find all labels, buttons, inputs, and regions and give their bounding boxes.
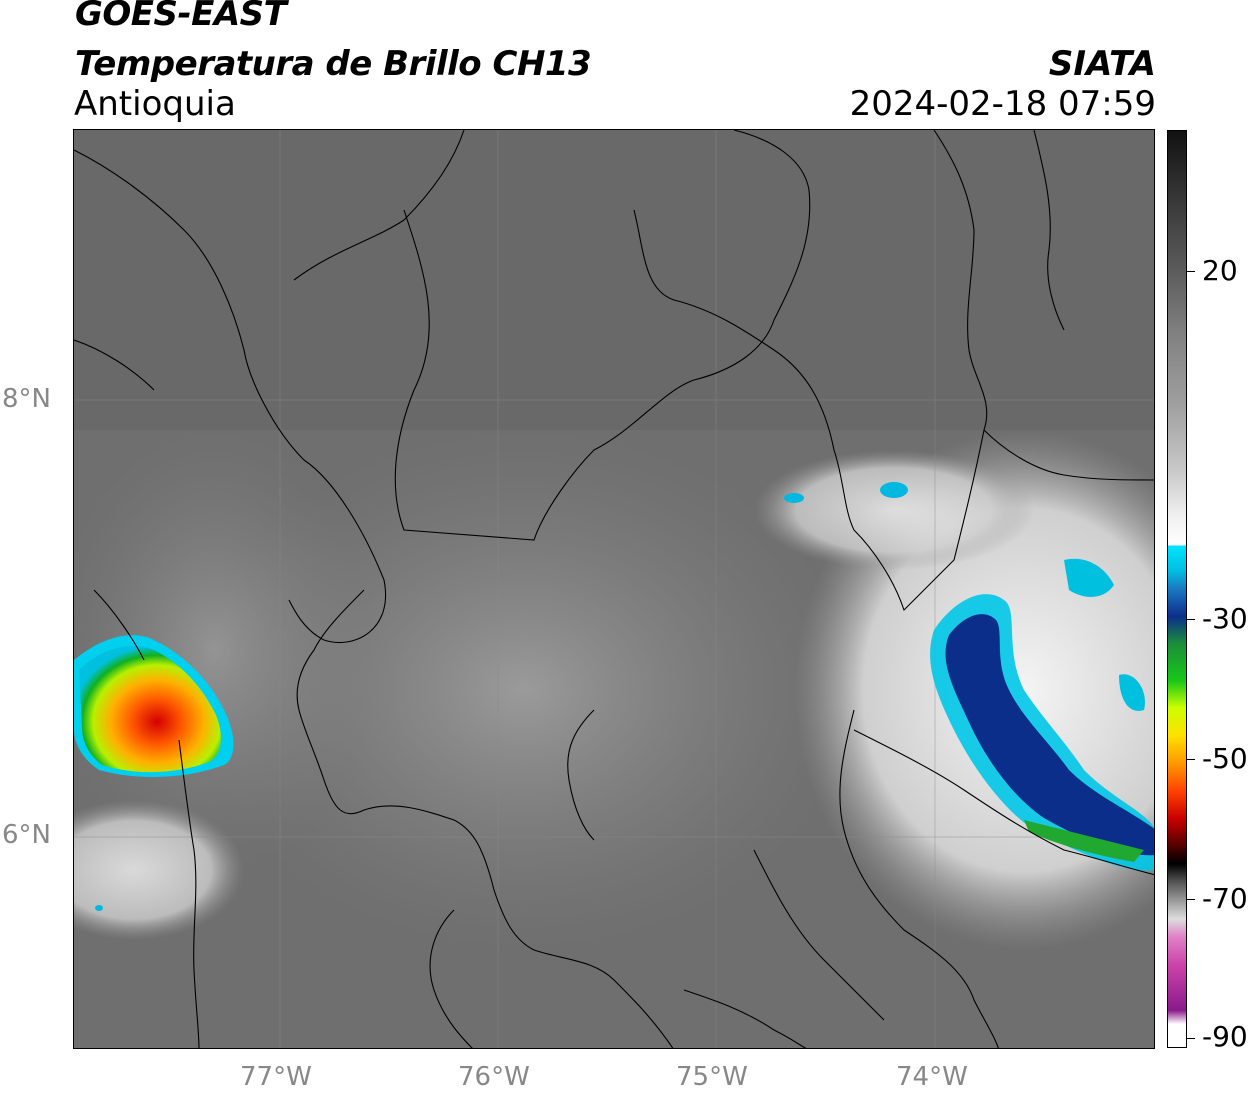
cloud-cell-east-small-2 [1119,674,1145,711]
lon-label-74w: 74°W [896,1062,968,1092]
lat-label-8n: 8°N [2,384,51,414]
cloud-cell-southwest [95,905,103,911]
colorbar-label-minus50: -50 [1202,742,1248,775]
satellite-map [73,129,1155,1049]
colorbar-label-minus90: -90 [1202,1020,1248,1053]
colorbar [1167,130,1187,1048]
colorbar-label-minus70: -70 [1202,882,1248,915]
lon-label-77w: 77°W [240,1062,312,1092]
lon-label-76w: 76°W [458,1062,530,1092]
organization-label: SIATA [1048,44,1156,84]
lat-label-6n: 6°N [2,820,51,850]
map-background-north [74,130,1154,430]
map-canvas [74,130,1154,1048]
datetime-label: 2024-02-18 07:59 [849,84,1156,124]
colorbar-tick-minus90 [1187,1038,1195,1039]
boundaries [74,130,1154,1048]
colorbar-tick-minus30 [1187,619,1195,620]
graticule [74,130,1154,1048]
cloud-bright-southwest [74,800,244,940]
region-label: Antioquia [74,84,236,124]
convective-band-east-green [1024,820,1144,862]
lon-label-75w: 75°W [676,1062,748,1092]
title-satellite: GOES-EAST [75,0,287,34]
cloud-cell-north-2 [784,493,804,503]
colorbar-label-20: 20 [1202,254,1238,287]
colorbar-tick-20 [1187,271,1195,272]
title-product: Temperatura de Brillo CH13 [75,44,592,84]
colorbar-tick-minus50 [1187,759,1195,760]
cloud-cell-north-1 [880,482,908,498]
colorbar-tick-minus70 [1187,899,1195,900]
colorbar-label-minus30: -30 [1202,602,1248,635]
cloud-bright-northeast [754,450,1034,570]
cloud-cell-east-small [1064,558,1114,597]
convective-cell-west [79,646,221,773]
convective-band-east-core [945,614,1154,856]
